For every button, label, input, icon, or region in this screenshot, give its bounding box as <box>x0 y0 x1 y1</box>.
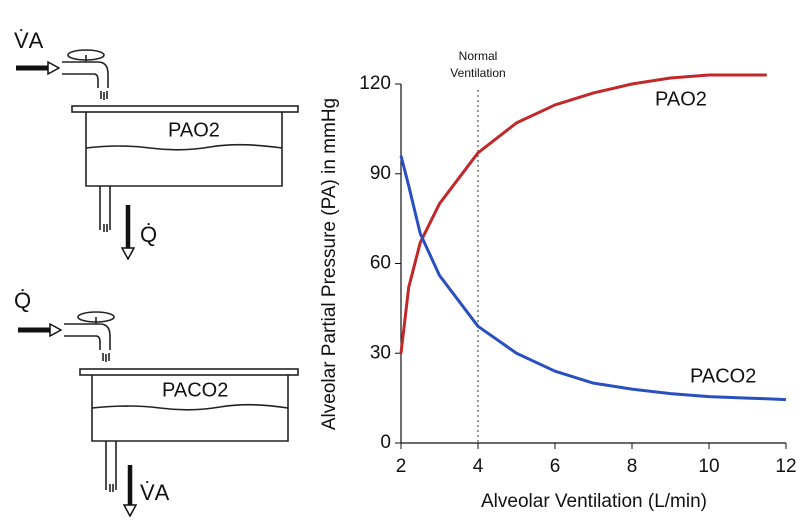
bottom-inflow-label: Q̇ <box>14 288 31 313</box>
annotation-text: Normal <box>459 49 498 63</box>
series-label: PACO2 <box>690 365 756 387</box>
top-inflow-label: V̇A <box>14 28 44 53</box>
annotation-text: Ventilation <box>450 66 505 80</box>
x-tick-label: 6 <box>550 456 561 477</box>
top-outflow-label: Q̇ <box>140 222 157 247</box>
x-tick-label: 12 <box>775 456 796 477</box>
x-tick-label: 2 <box>396 456 407 477</box>
series-line <box>399 155 787 402</box>
y-axis-label: Alveolar Partial Pressure (PA) in mmHg <box>319 98 340 430</box>
bottom-tank <box>18 311 299 505</box>
x-tick-label: 10 <box>698 456 719 477</box>
y-tick-label: 90 <box>370 163 391 184</box>
x-tick-label: 4 <box>473 456 484 477</box>
top-tank-label: PAO2 <box>168 119 220 141</box>
x-axis-label: Alveolar Ventilation (L/min) <box>481 491 707 512</box>
y-tick-label: 120 <box>359 73 391 94</box>
bottom-tank-label: PACO2 <box>162 379 228 401</box>
y-tick-label: 30 <box>370 342 391 363</box>
top-tank <box>16 49 299 248</box>
x-tick-label: 8 <box>627 456 638 477</box>
y-tick-label: 0 <box>380 432 391 453</box>
bottom-outflow-label: V̇A <box>140 480 170 505</box>
y-tick-label: 60 <box>370 253 391 274</box>
series-line <box>399 73 767 354</box>
series-label: PAO2 <box>655 88 707 110</box>
